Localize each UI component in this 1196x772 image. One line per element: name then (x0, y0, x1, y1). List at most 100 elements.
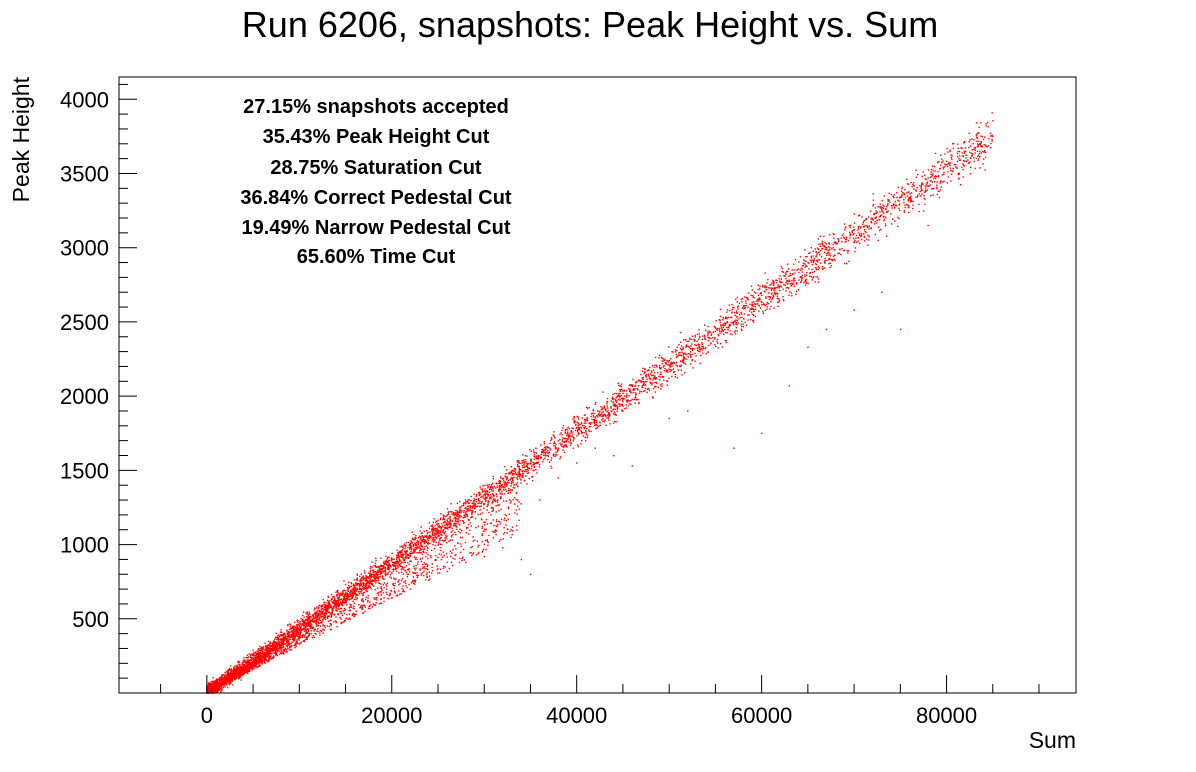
scatter-point (804, 284, 807, 286)
scatter-point (975, 122, 978, 124)
scatter-point (463, 510, 465, 512)
scatter-point (393, 561, 395, 564)
scatter-point (491, 486, 493, 488)
scatter-point (682, 353, 685, 356)
scatter-point (606, 417, 608, 419)
scatter-point (395, 567, 397, 570)
scatter-point (334, 598, 336, 601)
scatter-point (812, 276, 814, 279)
scatter-point (974, 152, 976, 154)
scatter-point (462, 504, 465, 507)
scatter-point (316, 610, 318, 613)
scatter-point (938, 190, 940, 193)
scatter-point (734, 320, 736, 322)
scatter-point (778, 299, 781, 301)
scatter-point (266, 645, 269, 647)
scatter-point (339, 603, 341, 605)
scatter-point (526, 455, 528, 457)
scatter-point (289, 626, 291, 628)
scatter-point (569, 432, 571, 435)
scatter-point (984, 150, 986, 152)
scatter-point (682, 349, 684, 351)
scatter-point (676, 355, 679, 357)
scatter-point (375, 570, 377, 573)
scatter-point (631, 385, 634, 388)
scatter-point (741, 313, 743, 315)
scatter-point (604, 409, 607, 412)
scatter-point (891, 223, 893, 225)
scatter-point (922, 171, 924, 173)
scatter-point (730, 321, 732, 324)
scatter-point (615, 396, 618, 399)
scatter-point (897, 186, 900, 189)
scatter-point (422, 538, 424, 541)
scatter-point (884, 224, 887, 227)
scatter-point (483, 507, 485, 510)
scatter-point (512, 477, 514, 479)
scatter-point (832, 255, 835, 257)
scatter-point (600, 406, 602, 408)
scatter-point (801, 268, 803, 270)
scatter-point (518, 470, 521, 472)
scatter-point (263, 657, 265, 660)
scatter-point (740, 328, 742, 331)
scatter-point (220, 689, 223, 692)
scatter-point (348, 593, 350, 596)
scatter-point (302, 623, 304, 625)
scatter-point (592, 416, 595, 418)
scatter-point (970, 157, 972, 159)
scatter-point (419, 547, 421, 549)
scatter-point (512, 469, 514, 471)
scatter-point (699, 348, 701, 351)
scatter-point (745, 304, 747, 307)
scatter-point (435, 530, 438, 533)
scatter-point (289, 638, 291, 640)
scatter-point (324, 612, 326, 614)
scatter-point (473, 497, 475, 500)
scatter-point (957, 147, 959, 149)
scatter-point (612, 422, 615, 424)
scatter-point (973, 160, 975, 163)
scatter-point (750, 285, 753, 287)
scatter-point (342, 592, 344, 595)
scatter-point (630, 399, 632, 402)
scatter-point (813, 270, 816, 273)
scatter-point (259, 650, 262, 652)
scatter-point (696, 347, 699, 350)
scatter-point (949, 169, 952, 172)
scatter-point (699, 362, 701, 365)
scatter-point (477, 499, 480, 501)
scatter-point (766, 286, 768, 288)
scatter-point (523, 459, 525, 461)
scatter-point (503, 483, 506, 486)
scatter-point (394, 562, 397, 565)
scatter-point (737, 308, 739, 310)
scatter-point (363, 578, 365, 580)
scatter-point (232, 670, 234, 672)
scatter-point (535, 468, 537, 471)
scatter-point (764, 286, 766, 288)
scatter-point (940, 186, 942, 188)
scatter-point (381, 575, 384, 577)
scatter-point (777, 297, 780, 300)
scatter-point (817, 281, 820, 283)
scatter-point (873, 223, 876, 225)
scatter-point (720, 325, 722, 327)
scatter-point (870, 220, 872, 223)
scatter-point (467, 507, 469, 510)
scatter-point (622, 390, 624, 392)
scatter-point (336, 607, 338, 609)
scatter-point (542, 458, 545, 461)
scatter-point (675, 356, 678, 358)
scatter-point (247, 663, 249, 665)
scatter-point (991, 140, 993, 142)
scatter-point (915, 196, 917, 198)
scatter-point (337, 600, 340, 602)
scatter-point (830, 265, 833, 267)
scatter-point (388, 556, 390, 558)
scatter-point (347, 589, 349, 591)
scatter-point (826, 252, 828, 255)
scatter-point (335, 603, 338, 605)
scatter-point (391, 561, 394, 564)
scatter-point (288, 631, 290, 633)
